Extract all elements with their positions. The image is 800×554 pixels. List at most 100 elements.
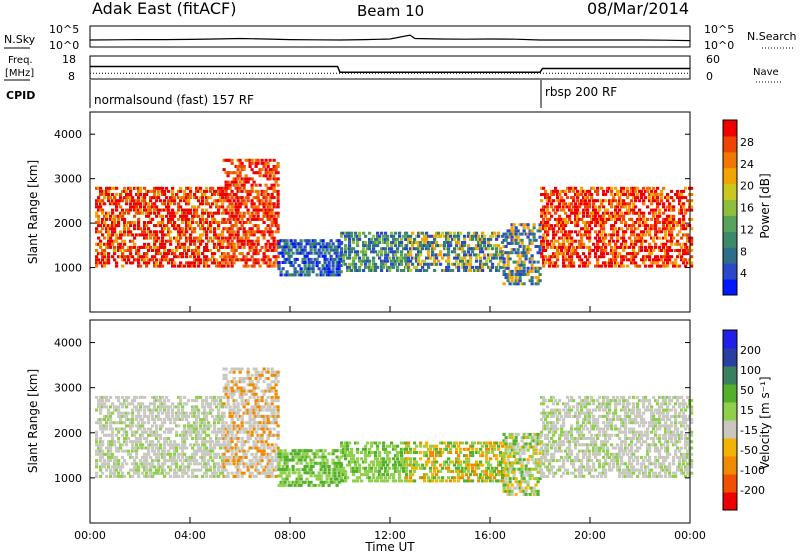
echo-cell [181,233,185,237]
echo-cell [262,236,266,240]
echo-cell [219,193,223,196]
echo-cell [260,414,264,418]
echo-cell [274,421,278,425]
echo-cell [177,208,181,212]
echo-cell [268,261,272,265]
echo-cell [276,437,280,440]
echo-cell [584,189,588,193]
echo-cell [283,239,287,243]
echo-cell [624,245,628,249]
echo-cell [217,208,221,212]
echo-cell [588,189,592,193]
echo-cell [179,214,183,218]
echo-cell [566,186,570,190]
echo-cell [97,242,101,246]
echo-cell [574,208,578,212]
echo-cell [137,414,141,418]
echo-cell [465,262,469,266]
echo-cell [516,282,520,286]
echo-cell [546,199,550,203]
echo-cell [230,264,234,268]
echo-cell [348,237,352,241]
echo-cell [590,193,594,196]
echo-cell [161,258,165,262]
echo-cell [141,462,145,466]
echo-cell [644,221,648,224]
echo-cell [396,247,400,251]
echo-cell [457,256,461,260]
echo-cell [608,186,612,190]
echo-cell [622,202,626,206]
echo-cell [185,193,189,196]
echo-cell [293,242,297,246]
echo-cell [147,211,151,215]
echo-cell [522,251,526,255]
echo-cell [260,230,264,234]
echo-cell [226,380,230,384]
echo-cell [230,367,234,371]
echo-cell [197,261,201,265]
echo-cell [101,233,105,237]
echo-cell [203,411,207,415]
echo-cell [459,231,463,235]
echo-cell [291,264,295,268]
echo-cell [209,230,213,234]
echo-cell [157,252,161,256]
echo-cell [276,224,280,228]
echo-cell [234,193,238,196]
echo-cell [226,264,230,268]
echo-cell [268,474,272,478]
echo-cell [199,462,203,466]
echo-cell [232,199,236,203]
echo-cell [506,276,510,280]
echo-cell [155,236,159,240]
echo-cell [183,437,187,440]
echo-cell [684,211,688,215]
echo-cell [157,418,161,421]
echo-cell [323,245,327,249]
echo-cell [157,433,161,437]
echo-cell [95,202,99,206]
echo-cell [131,261,135,265]
echo-cell [684,245,688,249]
echo-cell [121,211,125,215]
echo-cell [272,405,276,409]
echo-cell [374,265,378,269]
echo-cell [272,239,276,243]
echo-cell [185,186,189,190]
echo-cell [457,253,461,257]
echo-cell [121,462,125,466]
echo-cell [109,411,113,415]
echo-cell [630,193,634,196]
echo-cell [135,395,139,399]
echo-cell [157,440,161,444]
echo-cell [238,174,242,178]
echo-cell [662,211,666,215]
echo-cell [427,250,431,254]
echo-cell [242,214,246,218]
echo-cell [390,247,394,251]
echo-cell [600,245,604,249]
echo-cell [179,196,183,200]
echo-cell [173,449,177,453]
echo-cell [115,193,119,196]
echo-cell [222,373,226,377]
echo-cell [103,249,107,252]
echo-cell [203,261,207,265]
echo-cell [193,255,197,259]
echo-cell [281,480,285,484]
echo-cell [145,208,149,212]
echo-cell [183,430,187,434]
echo-cell [222,455,226,459]
echo-cell [95,211,99,215]
echo-cell [230,449,234,453]
echo-cell [431,241,435,244]
echo-cell [516,251,520,255]
echo-cell [133,245,137,249]
echo-cell [437,244,441,248]
echo-cell [568,205,572,209]
echo-cell [260,459,264,463]
echo-cell [291,273,295,277]
echo-cell [542,211,546,215]
echo-cell [238,180,242,184]
